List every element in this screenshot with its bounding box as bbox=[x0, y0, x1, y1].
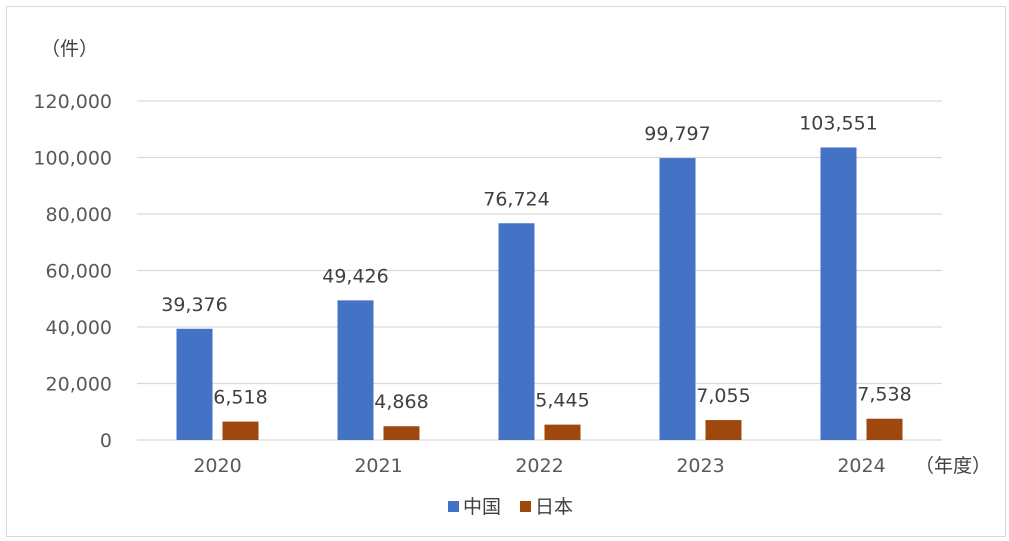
data-label: 39,376 bbox=[161, 294, 227, 316]
data-label: 4,868 bbox=[374, 391, 428, 413]
data-label: 49,426 bbox=[322, 265, 388, 287]
x-tick-label: 2021 bbox=[354, 455, 402, 477]
data-label: 7,538 bbox=[857, 384, 911, 406]
x-tick-label: 2023 bbox=[676, 455, 724, 477]
gridlines bbox=[137, 100, 942, 441]
data-label: 7,055 bbox=[696, 385, 750, 407]
bar-2022-1 bbox=[544, 424, 581, 440]
y-tick-label: 120,000 bbox=[33, 91, 112, 113]
data-label: 76,724 bbox=[483, 188, 549, 210]
data-label: 6,518 bbox=[213, 387, 267, 409]
y-tick-label: 60,000 bbox=[46, 261, 112, 283]
x-tick-label: 2022 bbox=[515, 455, 563, 477]
bar-2022-0 bbox=[498, 223, 535, 440]
bar-2021-0 bbox=[337, 300, 374, 440]
bar-2021-1 bbox=[383, 426, 420, 440]
y-tick-label: 20,000 bbox=[46, 374, 112, 396]
data-label: 5,445 bbox=[535, 390, 589, 412]
bar-2024-1 bbox=[866, 418, 903, 440]
y-unit-label: （件） bbox=[41, 38, 98, 60]
x-axis-ticks: 2020 2021 2022 2023 2024 bbox=[193, 455, 885, 477]
legend: 中国 日本 bbox=[448, 496, 573, 518]
legend-swatch bbox=[448, 501, 459, 512]
chart-frame: （件） （年度） 0 20,000 40,000 60,000 80,000 100,00… bbox=[6, 6, 1006, 537]
y-tick-label: 100,000 bbox=[33, 148, 112, 170]
bar-2023-0 bbox=[659, 158, 696, 440]
x-unit-label: （年度） bbox=[915, 455, 991, 477]
y-tick-label: 0 bbox=[100, 430, 112, 452]
data-label: 99,797 bbox=[644, 123, 710, 145]
y-tick-label: 80,000 bbox=[46, 204, 112, 226]
y-tick-label: 40,000 bbox=[46, 317, 112, 339]
y-axis-ticks: 0 20,000 40,000 60,000 80,000 100,000 120,000 bbox=[33, 91, 112, 452]
x-tick-label: 2024 bbox=[837, 455, 885, 477]
bar-2024-0 bbox=[820, 147, 857, 440]
x-tick-label: 2020 bbox=[193, 455, 241, 477]
bars: 39,376 6,518 49,426 4,868 76,724 5,445 99,797 7… bbox=[161, 112, 912, 440]
legend-label: 日本 bbox=[535, 496, 573, 518]
bar-2023-1 bbox=[705, 420, 742, 440]
data-label: 103,551 bbox=[799, 112, 878, 134]
legend-swatch bbox=[520, 501, 531, 512]
legend-label: 中国 bbox=[463, 496, 501, 518]
bar-2020-1 bbox=[222, 421, 259, 440]
bar-2020-0 bbox=[176, 328, 213, 440]
bar-chart: （件） （年度） 0 20,000 40,000 60,000 80,000 100,00… bbox=[33, 38, 991, 518]
